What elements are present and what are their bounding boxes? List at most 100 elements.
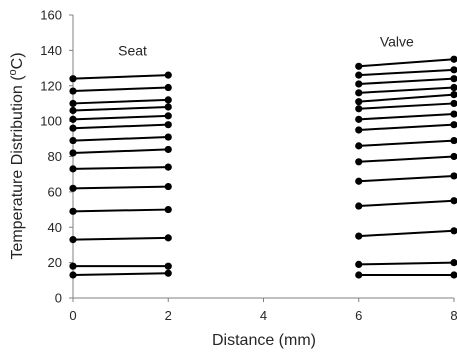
valve-data-point [355,177,363,185]
valve-data-point [450,90,457,99]
valve-data-point [355,158,363,166]
valve-data-point [450,197,457,205]
valve-data-point [450,152,457,161]
valve-data-point [355,115,363,123]
annotation-seat: Seat [118,42,147,58]
x-tick-label: 2 [165,308,172,323]
seat-data-point [164,103,172,111]
x-tick-label: 6 [355,308,362,323]
y-axis-title-main: Temperature Distribution ( [9,75,26,260]
seat-data-point [69,262,77,270]
seat-series-line [72,86,169,93]
valve-data-point [355,71,363,79]
y-tick-label: 60 [48,184,62,199]
seat-data-point [164,145,172,154]
valve-data-point [450,172,457,180]
valve-series-line [358,113,455,121]
y-axis-title-unit: C) [9,52,26,69]
y-tick-label: 140 [40,43,62,58]
valve-data-point [355,105,363,113]
y-axis-title: Temperature Distribution (oC) [7,52,26,259]
seat-data-point [164,133,172,141]
valve-data-point [355,260,363,268]
valve-data-point [450,75,457,83]
seat-series-line [72,208,169,213]
valve-series-line [358,93,455,103]
x-tick-label: 4 [260,308,267,323]
seat-data-point [164,205,172,214]
x-axis-title: Distance (mm) [212,332,316,349]
seat-data-point [69,136,77,145]
seat-data-point [164,182,172,191]
valve-data-point [450,136,457,145]
seat-data-point [164,83,172,92]
valve-series-line [358,102,455,110]
seat-series-line [72,166,169,170]
valve-data-point [450,83,457,92]
seat-data-point [69,75,77,83]
seat-series-line [72,185,169,190]
seat-series-line [72,105,169,112]
seat-series-line [72,74,169,80]
seat-data-point [164,112,172,120]
valve-series-line [358,229,455,238]
valve-series-line [358,68,455,77]
seat-data-point [164,121,172,129]
valve-series-line [358,199,455,208]
seat-data-point [69,236,77,244]
valve-data-point [450,259,457,267]
seat-data-point [164,269,172,277]
seat-series-line [72,123,169,130]
valve-data-point [355,98,363,106]
y-tick-label: 160 [40,8,62,23]
valve-series-line [358,261,455,266]
valve-data-point [355,62,363,70]
seat-data-point [69,184,77,192]
seat-series-line [72,136,169,142]
x-tick-label: 0 [69,308,76,323]
y-tick-label: 120 [40,78,62,93]
seat-data-point [164,262,172,270]
valve-data-point [355,80,363,88]
valve-data-point [355,202,363,210]
seat-data-point [69,87,77,95]
valve-data-point [450,66,457,74]
valve-data-point [450,271,457,279]
seat-data-point [69,106,77,115]
seat-data-point [164,163,172,171]
valve-data-point [450,55,457,63]
seat-data-point [69,165,77,173]
seat-series-line [72,272,169,277]
valve-data-point [450,121,457,129]
valve-data-point [355,232,363,240]
y-axis-title-degree: o [7,69,19,75]
seat-data-point [69,207,77,215]
seat-data-point [69,99,77,108]
valve-data-point [355,89,363,97]
plot-area: Seat Valve [69,34,457,279]
x-tick-label: 8 [450,308,457,323]
valve-data-point [450,227,457,235]
annotation-valve: Valve [380,34,414,50]
valve-series-line [358,139,455,147]
y-tick-label: 80 [48,149,62,164]
valve-data-point [355,271,363,279]
seat-data-point [69,271,77,279]
seat-data-point [69,124,77,132]
valve-series-line [358,174,455,183]
valve-data-point [450,99,457,108]
seat-series-line [72,98,169,105]
valve-series-line [358,86,455,94]
valve-series-line [358,77,455,85]
seat-data-point [164,96,172,104]
valve-data-point [355,126,363,134]
y-tick-label: 20 [48,255,62,270]
y-tick-label: 40 [48,220,62,235]
valve-series-line [358,123,455,131]
y-tick-label: 100 [40,114,62,129]
valve-data-point [450,110,457,118]
seat-data-point [69,115,77,123]
seat-series-line [72,148,169,154]
